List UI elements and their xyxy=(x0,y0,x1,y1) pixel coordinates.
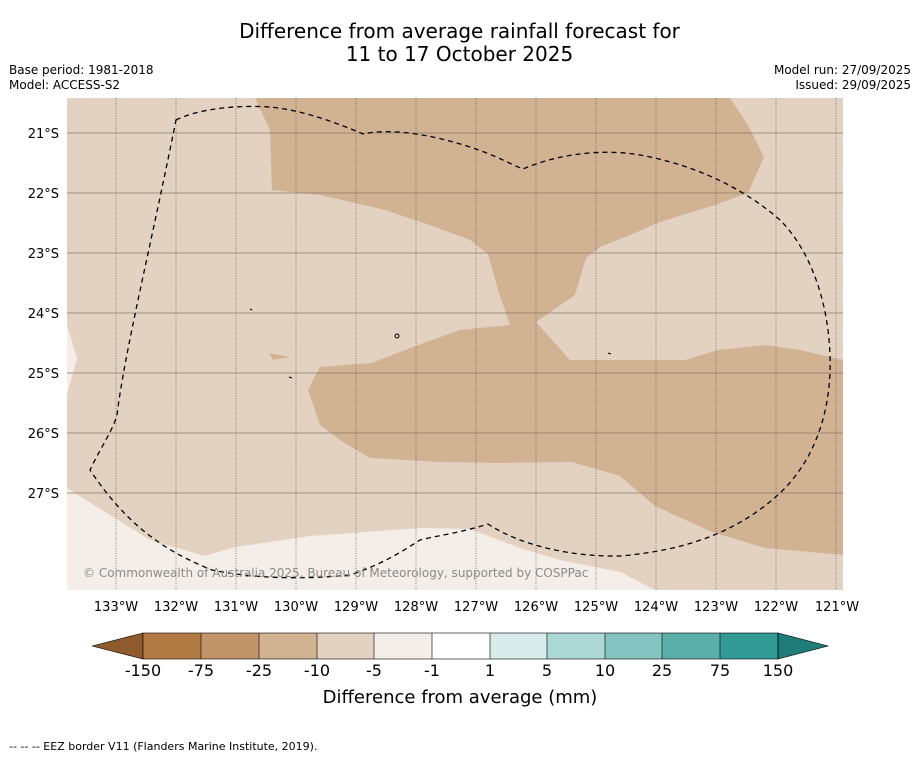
title-line-2: 11 to 17 October 2025 xyxy=(345,42,574,66)
lon-label: 126°W xyxy=(514,600,558,615)
lat-label: 25°S xyxy=(28,367,59,382)
colorbar-segment xyxy=(259,633,317,659)
colorbar-label: Difference from average (mm) xyxy=(323,687,598,708)
title-line-1: Difference from average rainfall forecas… xyxy=(239,19,680,43)
contour-speck xyxy=(394,333,400,339)
issued-date: Issued: 29/09/2025 xyxy=(795,78,911,92)
colorbar-tick: 25 xyxy=(652,661,672,680)
lat-label: 26°S xyxy=(28,427,59,442)
lon-label: 123°W xyxy=(694,600,738,615)
lon-label: 130°W xyxy=(274,600,318,615)
lon-label: 121°W xyxy=(815,600,859,615)
graticule xyxy=(67,98,843,590)
model-name: Model: ACCESS-S2 xyxy=(9,78,121,92)
latitude-labels: 21°S 22°S 23°S 24°S 25°S 26°S 27°S xyxy=(28,127,59,502)
lon-label: 122°W xyxy=(754,600,798,615)
eez-footnote: -- -- -- EEZ border V11 (Flanders Marine… xyxy=(9,740,318,753)
eez-border xyxy=(89,105,831,579)
lon-label: 131°W xyxy=(214,600,258,615)
colorbar-segment xyxy=(490,633,547,659)
lat-label: 24°S xyxy=(28,307,59,322)
colorbar: -150 -75 -25 -10 -5 -1 1 5 10 25 75 150 … xyxy=(91,632,830,708)
model-run: Model run: 27/09/2025 xyxy=(773,63,911,77)
longitude-labels: 133°W 132°W 131°W 130°W 129°W 128°W 127°… xyxy=(94,600,859,615)
colorbar-low-extend xyxy=(91,632,144,660)
colorbar-outline xyxy=(142,632,779,660)
colorbar-segment xyxy=(662,633,720,659)
colorbar-segment xyxy=(720,633,778,659)
colorbar-tick: 75 xyxy=(710,661,730,680)
colorbar-tick: -5 xyxy=(366,661,382,680)
colorbar-segment xyxy=(432,633,490,659)
lon-label: 127°W xyxy=(454,600,498,615)
lat-label: 21°S xyxy=(28,127,59,142)
colorbar-segment xyxy=(317,633,374,659)
colorbar-segment xyxy=(201,633,259,659)
base-period: Base period: 1981-2018 xyxy=(9,63,154,77)
colorbar-tick: -150 xyxy=(125,661,161,680)
lat-label: 27°S xyxy=(28,487,59,502)
colorbar-tick: -10 xyxy=(304,661,330,680)
colorbar-tick: 150 xyxy=(763,661,794,680)
colorbar-tick: 10 xyxy=(595,661,615,680)
lon-label: 132°W xyxy=(154,600,198,615)
colorbar-segment xyxy=(374,633,432,659)
copyright-notice: © Commonwealth of Australia 2025, Bureau… xyxy=(83,566,588,580)
colorbar-tick: -1 xyxy=(424,661,440,680)
contour-speck xyxy=(607,352,612,355)
colorbar-segment xyxy=(143,633,201,659)
colorbar-segment xyxy=(547,633,605,659)
colorbar-high-extend xyxy=(777,632,830,660)
lat-label: 22°S xyxy=(28,187,59,202)
colorbar-tick: 5 xyxy=(542,661,552,680)
parallels xyxy=(67,132,843,494)
lat-label: 23°S xyxy=(28,247,59,262)
near-white-region-south xyxy=(67,488,655,590)
lon-label: 125°W xyxy=(574,600,618,615)
contour-speck xyxy=(249,308,253,311)
near-white-region-west xyxy=(67,325,77,395)
colorbar-tick: -25 xyxy=(246,661,272,680)
colorbar-tick: -75 xyxy=(188,661,214,680)
mid-tan-region-south xyxy=(308,322,843,555)
mid-tan-region-north xyxy=(255,98,764,325)
contour-speck xyxy=(288,376,293,379)
lon-label: 133°W xyxy=(94,600,138,615)
contour-speck xyxy=(269,353,290,360)
lon-label: 124°W xyxy=(634,600,678,615)
colorbar-dividers xyxy=(200,633,721,659)
lon-label: 128°W xyxy=(394,600,438,615)
colorbar-tick: 1 xyxy=(485,661,495,680)
lon-label: 129°W xyxy=(334,600,378,615)
colorbar-segment xyxy=(605,633,662,659)
meridians xyxy=(115,98,837,590)
map-area: © Commonwealth of Australia 2025, Bureau… xyxy=(67,98,843,590)
